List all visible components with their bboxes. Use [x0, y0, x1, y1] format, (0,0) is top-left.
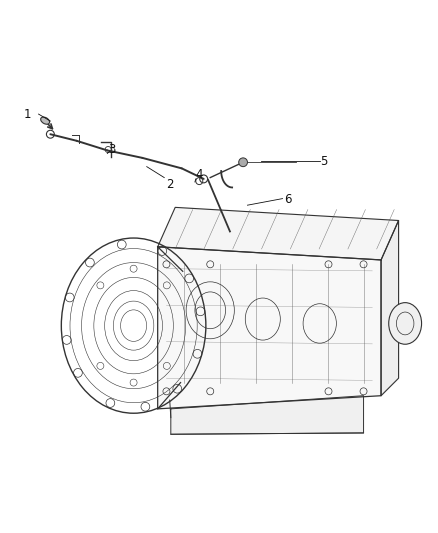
- Ellipse shape: [41, 117, 49, 124]
- Text: 1: 1: [23, 108, 31, 120]
- Polygon shape: [158, 247, 381, 409]
- Polygon shape: [171, 395, 364, 434]
- Polygon shape: [381, 221, 399, 395]
- Text: 4: 4: [195, 168, 203, 181]
- Text: 3: 3: [108, 143, 115, 156]
- Text: 6: 6: [284, 193, 292, 206]
- Text: 2: 2: [166, 177, 174, 191]
- Text: 5: 5: [321, 155, 328, 168]
- Circle shape: [239, 158, 247, 167]
- Polygon shape: [158, 207, 399, 260]
- Ellipse shape: [389, 303, 421, 344]
